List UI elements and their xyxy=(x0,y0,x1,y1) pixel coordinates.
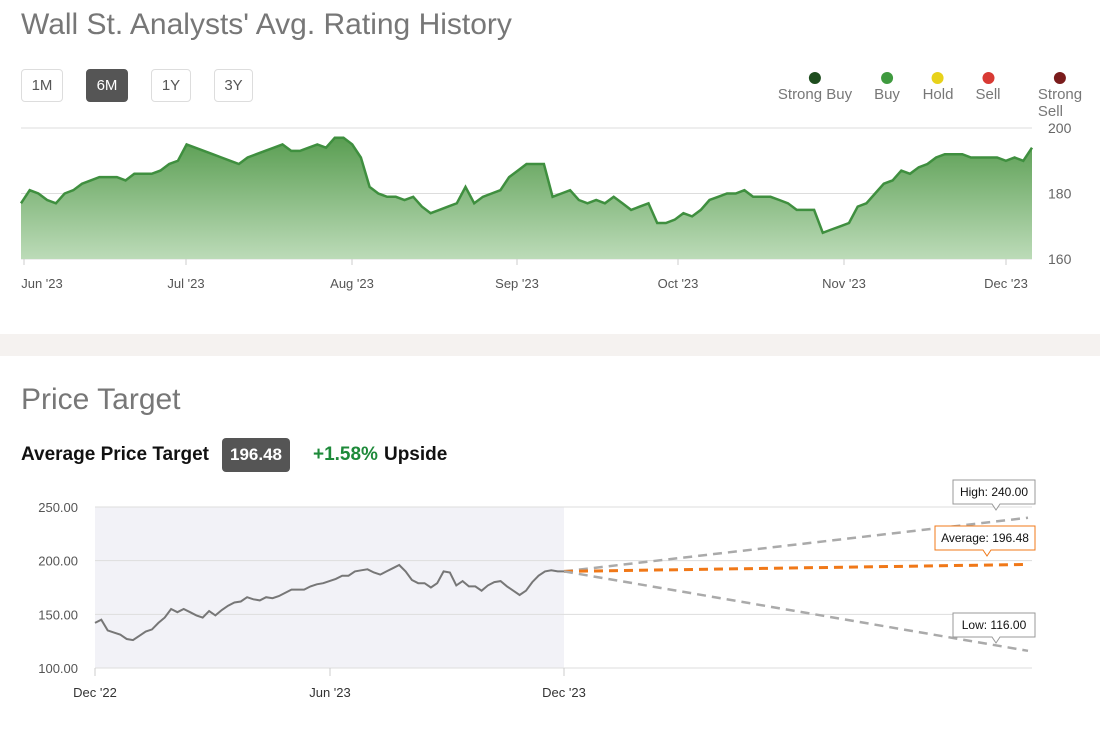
target-callout xyxy=(952,479,1036,511)
x-tick-label: Dec '22 xyxy=(73,685,117,700)
rating-history-title: Wall St. Analysts' Avg. Rating History xyxy=(21,8,512,41)
legend-label: Buy xyxy=(874,86,900,103)
price-target-summary: Average Price Target 196.48 +1.58% Upsid… xyxy=(21,438,447,472)
range-button-1y[interactable]: 1Y xyxy=(151,69,191,102)
legend-item: Hold xyxy=(922,72,954,103)
y-tick-label: 200 xyxy=(1048,120,1072,136)
x-tick-label: Jun '23 xyxy=(21,276,63,291)
upside-label: Upside xyxy=(383,444,448,465)
price-line xyxy=(94,563,564,642)
y-tick-label: 250.00 xyxy=(38,500,78,515)
x-tick-label: Jul '23 xyxy=(167,276,204,291)
x-tick-label: Nov '23 xyxy=(822,276,866,291)
x-tick-label: Aug '23 xyxy=(330,276,374,291)
legend-dot-icon xyxy=(880,72,893,84)
legend-item: Strong Buy xyxy=(778,72,852,103)
legend-dot-icon xyxy=(809,72,821,84)
x-tick-label: Jun '23 xyxy=(309,685,351,700)
x-tick-label: Oct '23 xyxy=(658,276,699,291)
target-line xyxy=(563,562,1029,573)
target-callout xyxy=(952,612,1036,644)
y-tick-label: 100.00 xyxy=(38,661,78,676)
history-region xyxy=(95,507,564,668)
rating-line xyxy=(19,136,1034,235)
price-target-chart: 250.00 200.00 150.00 100.00 High: 240.00 Aver… xyxy=(38,479,1036,700)
legend-item: Buy xyxy=(874,72,900,103)
section-divider xyxy=(0,334,1100,356)
price-target-title: Price Target xyxy=(21,383,181,416)
legend-dot-icon xyxy=(931,72,944,84)
y-tick-label: 150.00 xyxy=(38,607,78,622)
y-tick-label: 180 xyxy=(1048,186,1072,202)
target-line xyxy=(563,570,1029,653)
legend-label: Strong Sell xyxy=(1037,86,1083,120)
range-button-3y[interactable]: 3Y xyxy=(214,69,253,102)
legend-label: Sell xyxy=(975,86,1001,103)
legend-item: Strong Sell xyxy=(1038,72,1082,120)
y-tick-label: 200.00 xyxy=(38,554,78,569)
legend-label: Strong Buy xyxy=(777,86,853,103)
target-callout xyxy=(934,525,1036,557)
rating-history-chart: 200 180 160 Jun '23 Jul '23 Aug '23 Sep '23 Oct… xyxy=(19,120,1072,291)
legend-dot-icon xyxy=(1053,72,1066,84)
range-button-6m[interactable]: 6M xyxy=(86,69,128,102)
y-tick-label: 160 xyxy=(1048,251,1072,267)
target-label: Average: 196.48 xyxy=(941,531,1029,545)
target-label: Low: 116.00 xyxy=(962,618,1027,632)
range-button-1m[interactable]: 1M xyxy=(21,69,63,102)
x-tick-label: Sep '23 xyxy=(495,276,539,291)
legend-item: Sell xyxy=(975,72,1001,103)
target-line xyxy=(563,516,1029,573)
rating-area xyxy=(21,137,1032,259)
upside-percent: +1.58% xyxy=(312,444,378,465)
legend-dot-icon xyxy=(981,72,994,84)
target-label: High: 240.00 xyxy=(960,485,1028,499)
legend-label: Hold xyxy=(922,86,954,103)
x-tick-label: Dec '23 xyxy=(984,276,1028,291)
x-tick-label: Dec '23 xyxy=(542,685,586,700)
avg-price-target-label: Average Price Target xyxy=(21,444,209,465)
avg-price-target-value: 196.48 xyxy=(221,438,290,472)
